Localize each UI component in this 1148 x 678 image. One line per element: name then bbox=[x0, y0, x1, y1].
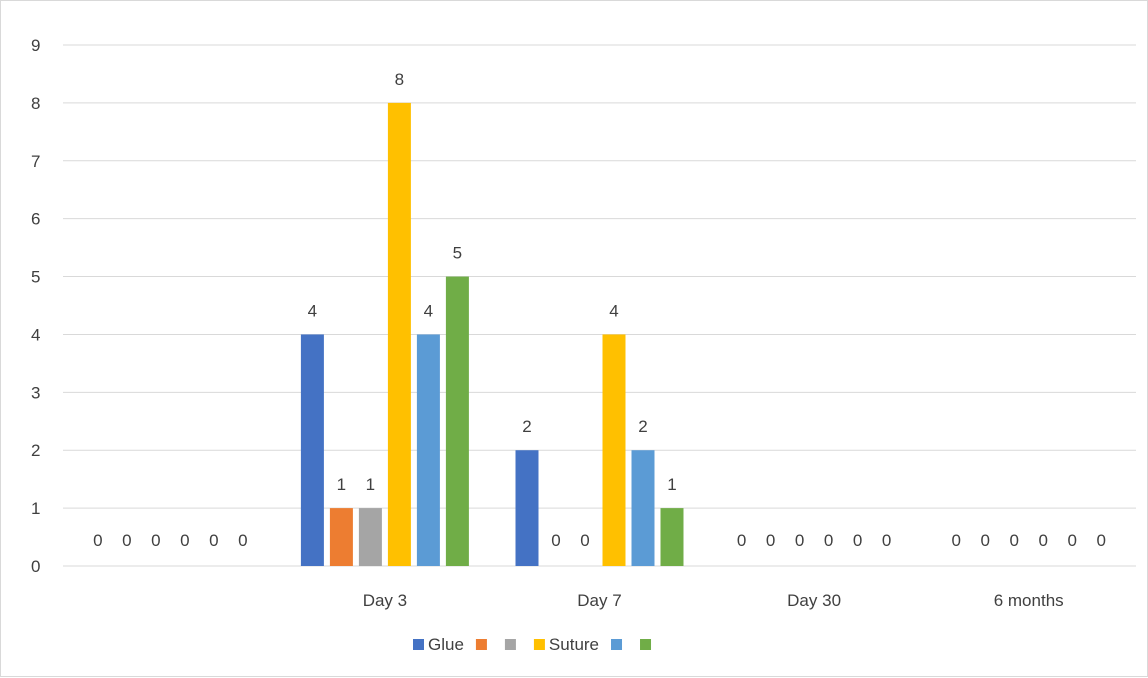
x-category-label: Day 30 bbox=[787, 591, 841, 610]
data-label: 0 bbox=[180, 531, 189, 550]
data-label: 1 bbox=[366, 475, 375, 494]
x-axis-category-labels: Day 3 Day 7 Day 30 6 months bbox=[363, 591, 1064, 610]
data-label: 0 bbox=[1038, 531, 1047, 550]
bar bbox=[387, 102, 411, 566]
data-label: 0 bbox=[882, 531, 891, 550]
bar bbox=[602, 334, 626, 566]
y-tick-label: 7 bbox=[31, 152, 40, 171]
bar bbox=[329, 508, 353, 566]
bar bbox=[445, 276, 469, 566]
data-label: 8 bbox=[395, 70, 404, 89]
x-category-label: 6 months bbox=[994, 591, 1064, 610]
y-tick-label: 5 bbox=[31, 268, 40, 287]
y-axis-tick-labels: 0 1 2 3 4 5 6 7 8 9 bbox=[31, 36, 40, 576]
legend: Glue Suture bbox=[413, 635, 652, 654]
data-label: 0 bbox=[209, 531, 218, 550]
bars bbox=[300, 102, 684, 566]
data-labels: 0 0 0 0 0 0 4 1 1 8 4 5 2 0 0 4 2 1 0 0 0 0 0 0 0 0 0 0 0 0 bbox=[93, 70, 1106, 550]
y-tick-label: 0 bbox=[31, 557, 40, 576]
data-label: 0 bbox=[951, 531, 960, 550]
legend-label: Suture bbox=[549, 635, 599, 654]
y-tick-label: 4 bbox=[31, 325, 40, 344]
data-label: 5 bbox=[453, 244, 462, 263]
data-label: 1 bbox=[667, 475, 676, 494]
x-category-label: Day 7 bbox=[577, 591, 621, 610]
bar bbox=[631, 450, 655, 566]
x-category-label: Day 3 bbox=[363, 591, 407, 610]
data-label: 4 bbox=[308, 301, 317, 320]
y-tick-label: 3 bbox=[31, 383, 40, 402]
y-tick-label: 8 bbox=[31, 94, 40, 113]
data-label: 0 bbox=[795, 531, 804, 550]
data-label: 0 bbox=[551, 531, 560, 550]
data-label: 0 bbox=[1067, 531, 1076, 550]
bar bbox=[416, 334, 440, 566]
legend-swatch bbox=[533, 639, 545, 650]
legend-swatch bbox=[504, 639, 516, 650]
y-tick-label: 2 bbox=[31, 441, 40, 460]
y-tick-label: 6 bbox=[31, 210, 40, 229]
gridlines bbox=[63, 44, 1136, 567]
bar bbox=[358, 508, 382, 566]
data-label: 4 bbox=[424, 301, 433, 320]
data-label: 1 bbox=[337, 475, 346, 494]
data-label: 0 bbox=[1096, 531, 1105, 550]
bar bbox=[300, 334, 324, 566]
data-label: 2 bbox=[638, 417, 647, 436]
legend-swatch bbox=[413, 639, 424, 650]
y-tick-label: 1 bbox=[31, 499, 40, 518]
data-label: 0 bbox=[980, 531, 989, 550]
y-tick-label: 9 bbox=[31, 36, 40, 55]
data-label: 0 bbox=[853, 531, 862, 550]
legend-swatch bbox=[611, 639, 623, 650]
data-label: 0 bbox=[1009, 531, 1018, 550]
legend-swatch bbox=[475, 639, 487, 650]
data-label: 0 bbox=[737, 531, 746, 550]
bar bbox=[515, 450, 539, 566]
data-label: 0 bbox=[93, 531, 102, 550]
data-label: 0 bbox=[824, 531, 833, 550]
data-label: 0 bbox=[238, 531, 247, 550]
data-label: 0 bbox=[580, 531, 589, 550]
data-label: 2 bbox=[522, 417, 531, 436]
legend-swatch bbox=[640, 639, 652, 650]
data-label: 0 bbox=[151, 531, 160, 550]
data-label: 4 bbox=[609, 301, 618, 320]
bar bbox=[660, 508, 684, 566]
data-label: 0 bbox=[766, 531, 775, 550]
data-label: 0 bbox=[122, 531, 131, 550]
legend-label: Glue bbox=[428, 635, 464, 654]
